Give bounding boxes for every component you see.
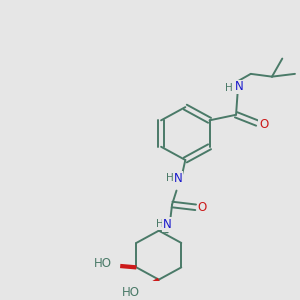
Text: N: N: [163, 218, 172, 231]
Text: O: O: [197, 201, 207, 214]
Text: H: H: [155, 219, 163, 229]
Text: N: N: [235, 80, 243, 93]
Text: H: H: [225, 83, 232, 93]
Text: HO: HO: [122, 286, 140, 299]
Text: N: N: [174, 172, 182, 185]
Text: HO: HO: [94, 257, 112, 270]
Text: O: O: [259, 118, 268, 131]
Text: H: H: [166, 173, 174, 183]
